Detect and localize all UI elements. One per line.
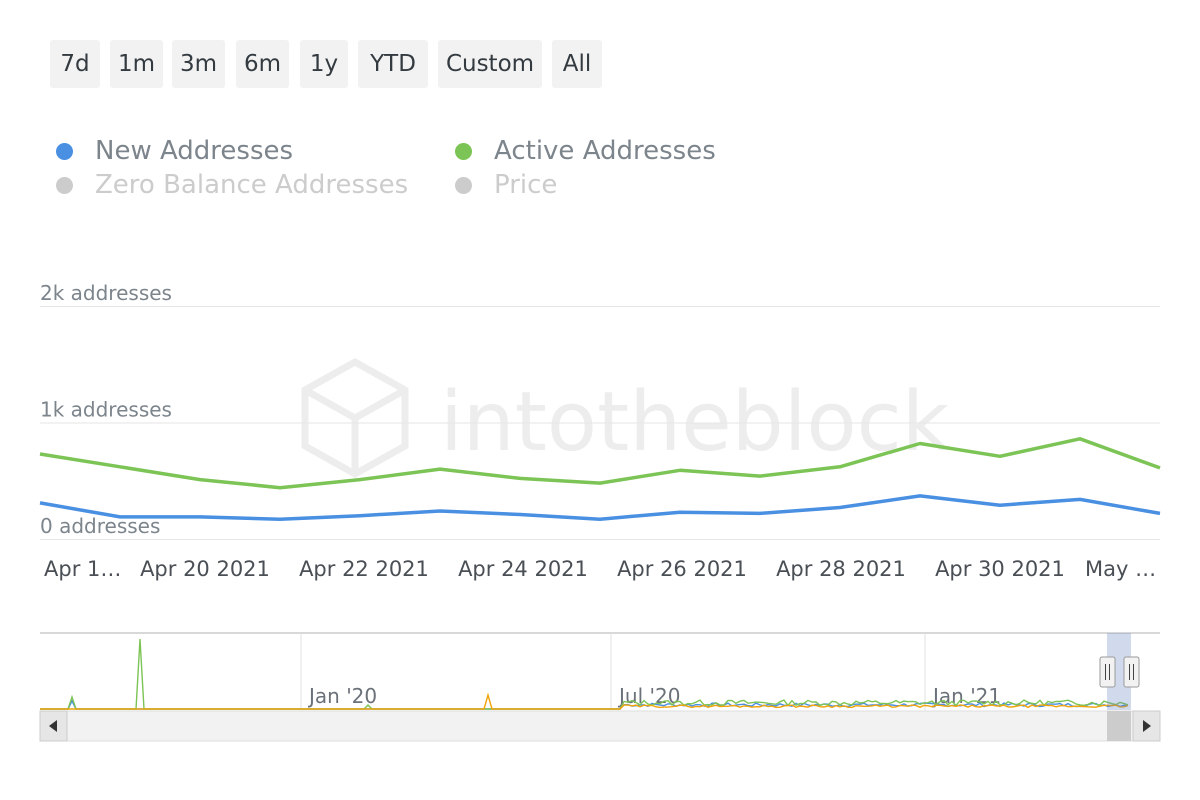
legend-marker bbox=[56, 177, 73, 194]
x-tick-label: Apr 28 2021 bbox=[776, 557, 906, 581]
watermark-text: intotheblock bbox=[440, 375, 950, 470]
series-lines bbox=[39, 437, 1161, 521]
scroll-right-arrow-icon bbox=[1143, 720, 1151, 732]
navigator-selection bbox=[1107, 633, 1131, 710]
y-axis-labels: 0 addresses 1k addresses 2k addresses bbox=[40, 281, 172, 538]
legend-marker bbox=[56, 143, 73, 160]
legend-marker bbox=[455, 143, 472, 160]
range-button-1y[interactable]: 1y bbox=[300, 40, 348, 88]
x-tick-label: Apr 20 2021 bbox=[140, 557, 270, 581]
y-tick-label: 0 addresses bbox=[40, 514, 160, 538]
scroll-right-button bbox=[1132, 710, 1161, 742]
navigator-label: Jan '21 bbox=[931, 684, 1001, 708]
navigator-handle-left bbox=[1099, 656, 1116, 688]
navigator-handle-right bbox=[1123, 656, 1140, 688]
range-button-ytd[interactable]: YTD bbox=[358, 40, 428, 88]
x-tick-label: Apr 30 2021 bbox=[935, 557, 1065, 581]
navigator-label: Jul '20 bbox=[617, 684, 680, 708]
x-tick-label: Apr 26 2021 bbox=[617, 557, 747, 581]
x-tick-label: May … bbox=[1085, 557, 1156, 581]
legend-label: Price bbox=[494, 170, 558, 200]
x-tick-label: Apr 24 2021 bbox=[458, 557, 588, 581]
grid bbox=[40, 306, 1160, 540]
range-button-custom[interactable]: Custom bbox=[438, 40, 542, 88]
watermark-logo: intotheblock bbox=[301, 357, 950, 479]
x-tick-label: Apr 1… bbox=[44, 557, 121, 581]
legend-marker bbox=[455, 177, 472, 194]
x-tick-label: Apr 22 2021 bbox=[299, 557, 429, 581]
scroll-left-arrow-icon bbox=[49, 720, 57, 732]
navigator-series-new bbox=[40, 699, 1129, 710]
legend-label: Zero Balance Addresses bbox=[95, 170, 409, 200]
navigator-series-orange bbox=[40, 692, 1129, 710]
scroll-left-button bbox=[39, 710, 68, 742]
range-button-7d[interactable]: 7d bbox=[50, 40, 100, 88]
range-button-all[interactable]: All bbox=[552, 40, 602, 88]
navigator-scrollbar bbox=[39, 710, 1161, 742]
range-button-6m[interactable]: 6m bbox=[236, 40, 289, 88]
scrollbar-track bbox=[39, 710, 1161, 742]
legend-label: Active Addresses bbox=[494, 136, 716, 166]
range-button-1m[interactable]: 1m bbox=[110, 40, 163, 88]
y-tick-label: 1k addresses bbox=[40, 398, 172, 422]
legend-label: New Addresses bbox=[95, 136, 294, 166]
series-line-active-addresses bbox=[39, 437, 1161, 490]
navigator: Jan '20 Jul '20 Jan '21 bbox=[39, 632, 1161, 742]
x-axis-labels: Apr 1… Apr 20 2021 Apr 22 2021 Apr 24 2021 A… bbox=[44, 557, 1156, 581]
range-button-3m[interactable]: 3m bbox=[172, 40, 225, 88]
series-line-new-addresses bbox=[39, 494, 1161, 521]
y-tick-label: 2k addresses bbox=[40, 281, 172, 305]
navigator-label: Jan '20 bbox=[307, 684, 377, 708]
navigator-series-active bbox=[40, 638, 1129, 710]
scrollbar-thumb bbox=[1107, 711, 1131, 741]
